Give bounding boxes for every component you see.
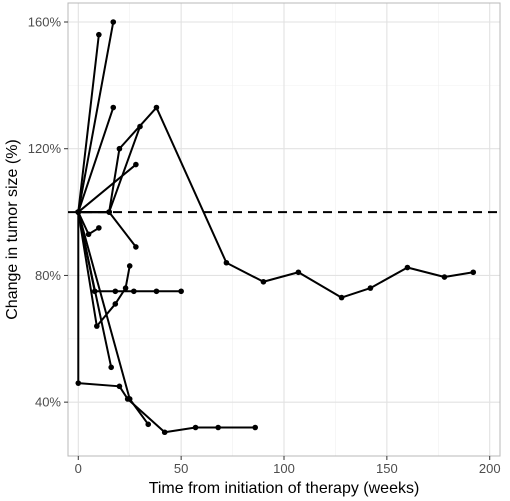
x-axis: 0 50 100 150 200: [75, 456, 501, 476]
data-point: [110, 104, 117, 111]
x-tick-label: 200: [479, 461, 501, 476]
data-point: [178, 288, 184, 295]
series-line-1: [77, 33, 100, 214]
y-tick-label: 40%: [35, 395, 61, 410]
x-tick-label: 100: [273, 461, 295, 476]
data-point: [112, 288, 119, 295]
series-line-12: [77, 211, 150, 426]
data-point: [124, 396, 131, 402]
data-point: [75, 380, 82, 386]
series-lines: [77, 21, 475, 434]
series-line-3: [77, 106, 115, 214]
data-point: [145, 421, 152, 428]
data-point: [131, 288, 137, 295]
series-points: [75, 19, 477, 436]
data-point: [126, 263, 133, 269]
series-line-6: [77, 163, 137, 214]
y-tick-label: 160%: [28, 15, 62, 30]
x-axis-title: Time from initiation of therapy (weeks): [149, 480, 420, 497]
data-point: [133, 161, 139, 168]
data-point: [153, 288, 160, 295]
data-point: [96, 225, 102, 231]
series-line-5: [77, 106, 475, 299]
data-point: [91, 288, 98, 295]
data-point: [112, 301, 119, 307]
data-point: [116, 145, 123, 152]
data-point: [161, 429, 168, 436]
data-point: [137, 123, 143, 130]
data-point: [295, 269, 302, 276]
data-point: [260, 278, 267, 285]
data-point: [116, 383, 123, 390]
data-point: [96, 31, 102, 38]
data-point: [122, 285, 129, 291]
x-tick-label: 150: [376, 461, 398, 476]
data-point: [192, 424, 199, 431]
data-point: [110, 19, 117, 25]
series-line-2: [77, 21, 115, 214]
series-line-13: [77, 211, 257, 434]
data-point: [108, 364, 114, 371]
data-point: [75, 209, 82, 215]
x-tick-label: 50: [174, 461, 188, 476]
data-point: [215, 424, 221, 431]
y-axis-title: Change in tumor size (%): [4, 139, 21, 320]
data-point: [133, 244, 139, 250]
data-point: [441, 274, 448, 280]
data-point: [153, 104, 160, 111]
y-tick-label: 120%: [28, 141, 62, 156]
data-point: [106, 209, 112, 215]
data-point: [252, 424, 258, 431]
data-point: [367, 285, 374, 291]
data-point: [404, 264, 411, 271]
major-gridlines: [68, 3, 500, 456]
y-axis: 40% 80% 120% 160%: [28, 15, 68, 410]
data-point: [470, 269, 477, 276]
data-point: [223, 259, 230, 266]
data-point: [338, 294, 345, 301]
data-point: [94, 323, 100, 329]
y-tick-label: 80%: [35, 268, 61, 283]
data-point: [85, 231, 92, 238]
x-tick-label: 0: [75, 461, 82, 476]
